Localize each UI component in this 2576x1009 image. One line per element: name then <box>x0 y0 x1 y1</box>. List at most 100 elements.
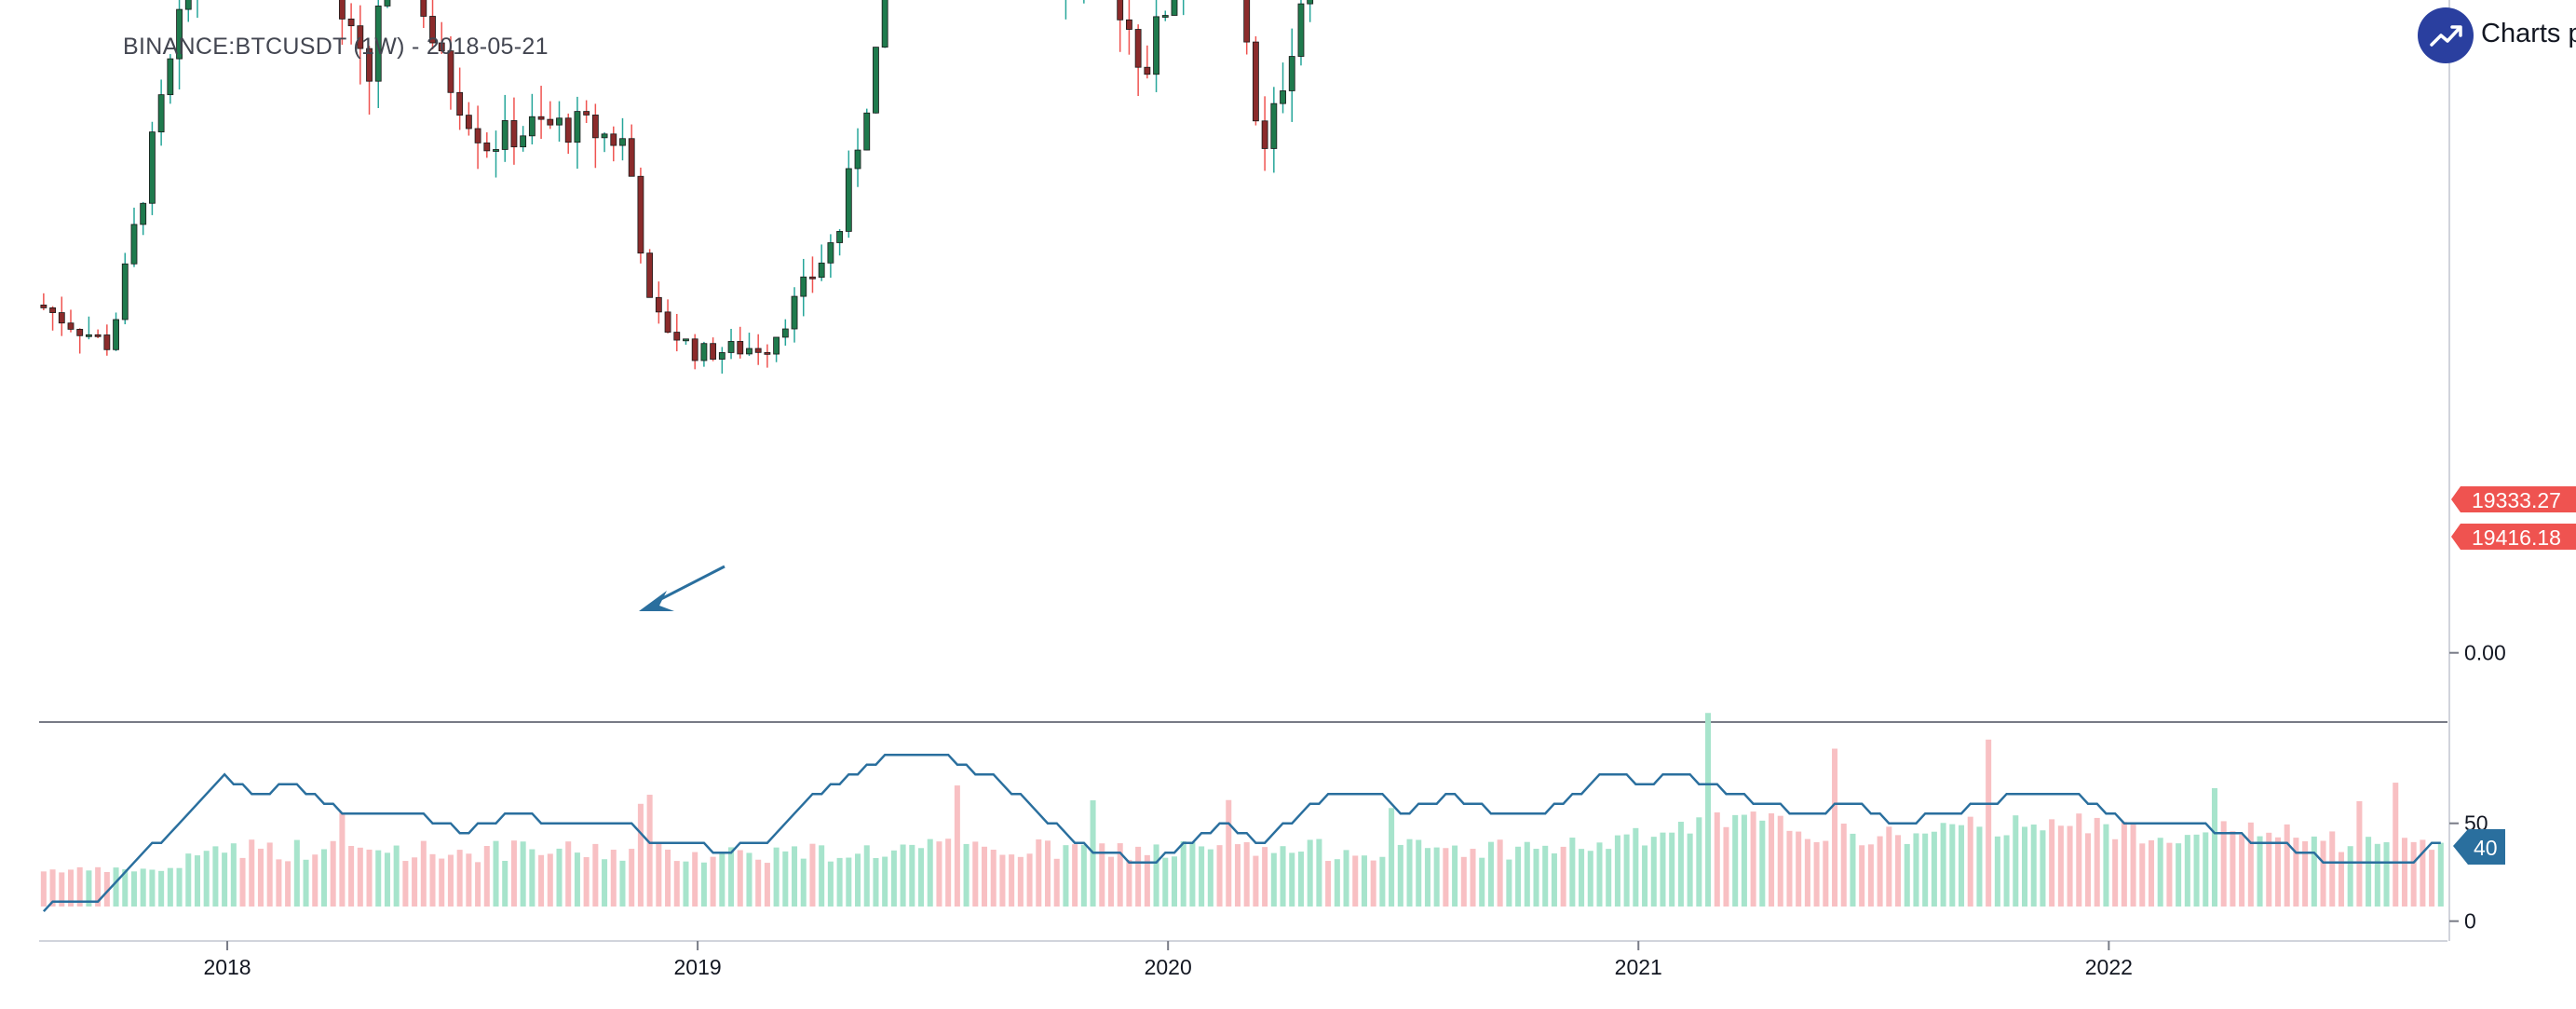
candle-body <box>809 276 816 280</box>
volume-bar <box>918 848 925 907</box>
volume-bar <box>420 840 427 907</box>
volume-bar <box>1370 860 1376 907</box>
volume-bar <box>2003 835 2010 907</box>
volume-bar <box>619 860 626 907</box>
volume-bar <box>863 845 870 907</box>
volume-bar <box>592 843 599 907</box>
volume-bar <box>447 854 454 907</box>
candle-body <box>49 307 56 313</box>
volume-bar <box>339 812 346 907</box>
volume-bar <box>412 857 418 907</box>
volume-bar <box>276 859 282 907</box>
trend-up-icon[interactable] <box>2418 7 2474 63</box>
volume-bar <box>800 858 807 907</box>
volume-bar <box>2130 824 2136 907</box>
volume-bar <box>1080 844 1087 907</box>
arrow-icon[interactable] <box>639 565 725 611</box>
volume-bar <box>954 785 960 907</box>
time-axis: 2018 2019 2020 2021 2022 <box>203 941 2133 979</box>
indicator-value-badge: 40 <box>2453 829 2505 865</box>
arrow-head <box>639 591 674 611</box>
volume-bar <box>1614 835 1620 907</box>
candle-body <box>727 341 735 353</box>
volume-bar <box>113 867 119 907</box>
volume-bar <box>212 846 219 907</box>
candle-body <box>1288 56 1295 91</box>
volume-bar <box>1623 834 1630 907</box>
candle-body <box>528 116 536 137</box>
candle-body <box>338 0 346 20</box>
candle-body <box>1280 90 1286 104</box>
candle-body <box>113 319 119 350</box>
candle-body <box>836 230 844 243</box>
volume-bar <box>1569 838 1576 907</box>
volume-bar <box>249 839 255 907</box>
volume-bar <box>520 841 526 907</box>
volume-bar <box>2184 835 2190 907</box>
volume-bar <box>1262 847 1268 907</box>
volume-bar <box>167 867 173 907</box>
volume-bar <box>2076 813 2082 907</box>
candle-body <box>483 142 491 152</box>
volume-bar <box>1895 835 1902 907</box>
volume-bar <box>1732 814 1739 907</box>
volume-bar <box>1759 820 1766 907</box>
candle-body <box>628 138 635 177</box>
candle-body <box>1307 0 1314 5</box>
volume-bar <box>2103 824 2109 907</box>
volume-bar <box>483 846 490 907</box>
volume-bar <box>1877 836 1883 907</box>
volume-bar <box>303 859 309 907</box>
volume-bar <box>1606 849 1612 907</box>
volume-bar <box>1053 858 1060 907</box>
volume-bar <box>819 845 825 907</box>
volume-bar <box>1180 841 1186 907</box>
candle-body <box>420 0 427 17</box>
volume-bar <box>2239 834 2245 907</box>
price-axis: 0.0010000.0020000.0030000.0040000.005000… <box>2449 641 2506 665</box>
volume-bar <box>2274 837 2281 907</box>
volume-bar <box>2121 822 2127 907</box>
volume-bar <box>2347 846 2353 907</box>
volume-bar <box>203 851 210 907</box>
volume-bar <box>2176 843 2182 907</box>
time-tick-label: 2021 <box>1615 955 1662 979</box>
volume-bar <box>1859 845 1865 907</box>
volume-bar <box>230 843 237 907</box>
volume-bar <box>1986 739 1992 907</box>
candle-body <box>465 115 472 130</box>
volume-bar <box>1044 840 1051 907</box>
volume-bar <box>2148 839 2155 907</box>
candle-body <box>130 224 138 265</box>
candle-body <box>764 351 771 355</box>
volume-bar <box>827 861 834 907</box>
candle-body <box>746 348 752 355</box>
candle-body <box>438 42 445 51</box>
volume-bar <box>140 868 146 907</box>
volume-bar <box>945 839 952 907</box>
volume-bar <box>583 857 590 907</box>
volume-bar <box>2429 850 2435 907</box>
arrow-shaft <box>651 565 725 606</box>
volume-bar <box>2329 831 2336 907</box>
volume-bar <box>2401 838 2407 907</box>
volume-bar <box>1135 846 1142 907</box>
volume-bar <box>710 856 716 907</box>
volume-bar <box>1777 815 1783 907</box>
volume-bar <box>1677 822 1684 907</box>
volume-bar <box>439 858 445 907</box>
candle-body <box>384 0 391 7</box>
volume-bar <box>746 852 752 907</box>
volume-bar <box>1823 840 1829 907</box>
volume-bar <box>1153 844 1159 907</box>
volume-bar <box>402 861 409 907</box>
volume-bar <box>538 854 545 907</box>
volume-bar <box>1162 857 1169 907</box>
volume-bar <box>2021 826 2028 907</box>
candlestick-series <box>40 0 1314 375</box>
volume-bar <box>1515 846 1522 907</box>
volume-bar <box>1796 831 1802 907</box>
candle-body <box>1261 120 1268 149</box>
candle-body <box>683 338 689 342</box>
